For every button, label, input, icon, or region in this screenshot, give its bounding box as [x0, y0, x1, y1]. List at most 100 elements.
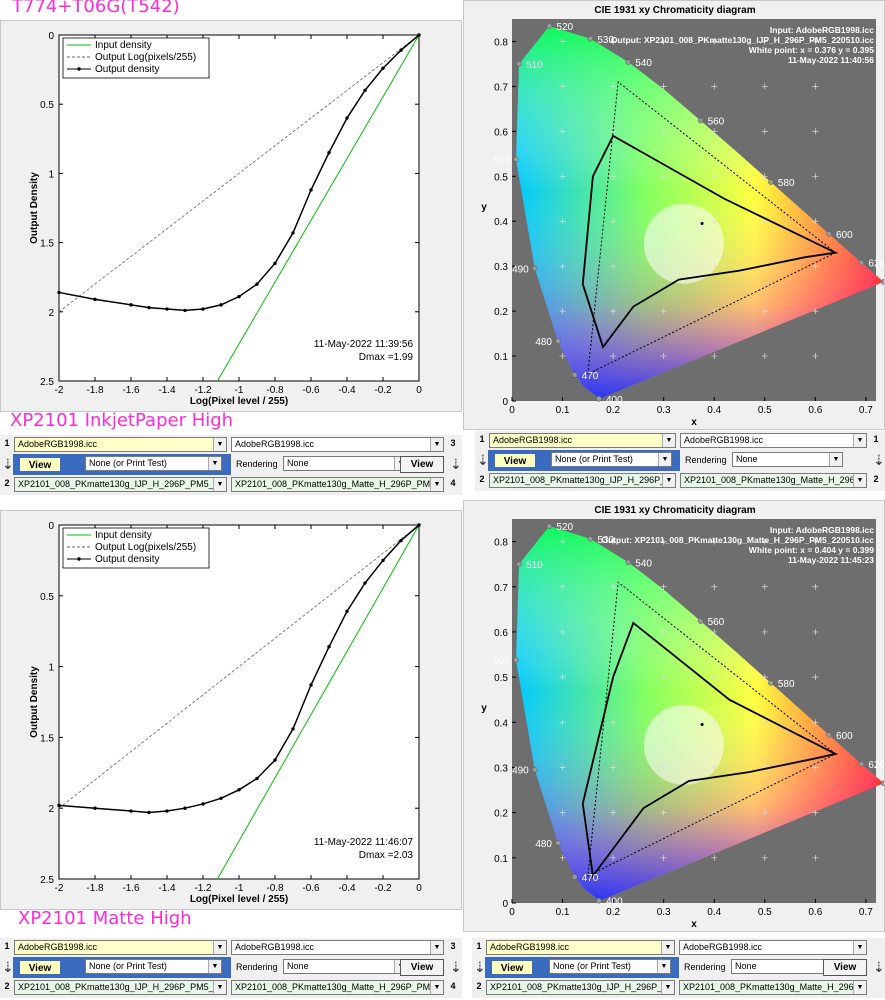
chevron-down-icon[interactable]: ▼ [208, 457, 221, 470]
printer-profile-2-select[interactable]: XP2101_008_PKmatte130g_Matte_H_296P_PM ▼ [679, 980, 867, 995]
output-density-point [327, 150, 331, 155]
chevron-down-icon[interactable]: ▼ [208, 960, 221, 973]
cie-info-text: Output: XP2101_008_PKmatte130g_IJP_H_296… [611, 35, 874, 45]
chevron-down-icon[interactable]: ▼ [661, 981, 674, 994]
chevron-down-icon[interactable]: ▼ [853, 941, 866, 954]
printer-profile-select[interactable]: XP2101_008_PKmatte130g_IJP_H_296P_PM5_ ▼ [486, 980, 675, 995]
chevron-down-icon[interactable]: ▼ [430, 478, 443, 491]
chevron-down-icon[interactable]: ▼ [658, 453, 671, 466]
chevron-down-icon[interactable]: ▼ [657, 960, 670, 973]
x-tick-label: 0.4 [707, 907, 721, 918]
dest-profile-select[interactable]: AdobeRGB1998.icc ▼ [680, 433, 867, 448]
dest-index: 1 [873, 434, 879, 444]
rendering-select[interactable]: None▼ [732, 452, 843, 467]
printer-profile-2-select[interactable]: XP2101_008_PKmatte130g_Matte_H_296P_PM ▼ [231, 477, 444, 492]
printer-index: 2 [479, 474, 485, 484]
chevron-down-icon[interactable]: ▼ [853, 434, 866, 447]
printer-index: 2 [4, 478, 10, 488]
output-density-point [309, 683, 313, 687]
wavelength-label: 530 [597, 35, 614, 46]
rendering-label: Rendering [236, 962, 278, 972]
output-density-point [57, 803, 61, 808]
rendering-select[interactable]: None▼ [283, 456, 408, 471]
chevron-down-icon[interactable]: ▼ [829, 453, 842, 466]
printer-profile-2-value: XP2101_008_PKmatte130g_Matte_H_296 [684, 475, 855, 485]
source-profile-select[interactable]: AdobeRGB1998.icc ▼ [486, 940, 675, 955]
output-density-point [147, 305, 151, 310]
view-button[interactable]: View [493, 452, 537, 469]
grid-mark [711, 128, 718, 135]
print-test-select[interactable]: None (or Print Test) ▼ [85, 959, 222, 974]
grid-mark [711, 583, 718, 590]
density-window-top: -2 -1.8 -1.6 -1.4 -1.2 -1 -0.8 -0.6 -0.4 -0.2 0 0 0.… [0, 20, 462, 412]
printer-profile-select[interactable]: XP2101_008_PKmatte130g_IJP_H_296P_PM5_ ▼ [489, 473, 676, 488]
grid-mark [660, 218, 667, 225]
cie-title: CIE 1931 xy Chromaticity diagram [594, 5, 755, 16]
dest-profile-select[interactable]: AdobeRGB1998.icc ▼ [231, 940, 444, 955]
cie-info-text: Input: AdobeRGB1998.icc [770, 525, 874, 535]
print-test-select[interactable]: None (or Print Test) ▼ [549, 959, 671, 974]
view-dest-button[interactable]: View [823, 959, 867, 976]
printer-profile-select[interactable]: XP2101_008_PKmatte130g_IJP_H_296P_PM5_ ▼ [14, 477, 227, 492]
x-tick-label: -1 [235, 385, 244, 396]
wavelength-marker [546, 23, 553, 29]
printer-profile-2-select[interactable]: XP2101_008_PKmatte130g_Matte_H_296P_PM ▼ [231, 980, 444, 995]
dest-profile-select[interactable]: AdobeRGB1998.icc ▼ [231, 437, 444, 452]
y-tick-label: 2.5 [40, 875, 54, 886]
grid-mark [711, 218, 718, 225]
chevron-down-icon[interactable]: ▼ [213, 981, 226, 994]
chevron-down-icon[interactable]: ▼ [430, 981, 443, 994]
chevron-down-icon[interactable]: ▼ [430, 438, 443, 451]
y-tick-label: 0.4 [494, 217, 508, 228]
source-profile-select[interactable]: AdobeRGB1998.icc ▼ [14, 940, 227, 955]
y-tick-label: 1.5 [40, 733, 54, 744]
x-tick-label: 0.3 [657, 907, 671, 918]
output-density-point [165, 307, 169, 311]
chevron-down-icon[interactable]: ▼ [213, 478, 226, 491]
wavelength-marker [625, 59, 632, 65]
printer-profile-value: XP2101_008_PKmatte130g_IJP_H_296P_PM5_ [18, 479, 214, 489]
print-test-select[interactable]: None (or Print Test) ▼ [551, 452, 672, 467]
grid-mark [660, 173, 667, 180]
chevron-down-icon[interactable]: ▼ [213, 438, 226, 451]
x-tick-label: 0 [509, 907, 515, 918]
chevron-down-icon[interactable]: ▼ [662, 474, 675, 487]
chevron-down-icon[interactable]: ▼ [853, 981, 866, 994]
view-dest-button[interactable]: View [400, 456, 444, 473]
wavelength-label: 520 [556, 522, 573, 533]
source-profile-value: AdobeRGB1998.icc [18, 942, 98, 952]
cie-window-top: CIE 1931 xy Chromaticity diagram 0 0.1 0.2 0… [463, 0, 885, 430]
source-profile-select[interactable]: AdobeRGB1998.icc ▼ [489, 433, 676, 448]
dest-profile-select[interactable]: AdobeRGB1998.icc ▼ [679, 940, 867, 955]
chevron-down-icon[interactable]: ▼ [661, 941, 674, 954]
grid-mark [610, 583, 617, 590]
output-density-point [183, 308, 187, 313]
x-tick-label: -0.6 [302, 385, 320, 396]
rendering-select[interactable]: None▼ [283, 959, 408, 974]
view-button[interactable]: View [18, 456, 62, 473]
wavelength-label: 500 [493, 155, 510, 166]
grid-mark [559, 583, 566, 590]
wavelength-label: 500 [493, 656, 510, 667]
x-axis-label: x [691, 919, 697, 930]
chevron-down-icon[interactable]: ▼ [662, 434, 675, 447]
arrow-down-icon: ⇣ [477, 452, 489, 468]
profile-control-bar: 1 AdobeRGB1998.icc ▼ AdobeRGB1998.icc ▼ 3 … [0, 435, 462, 495]
printer-profile-value: XP2101_008_PKmatte130g_IJP_H_296P_PM5_ [18, 982, 214, 992]
printer-profile-2-select[interactable]: XP2101_008_PKmatte130g_Matte_H_296 ▼ [680, 473, 867, 488]
view-button[interactable]: View [18, 959, 62, 976]
wavelength-marker [826, 732, 832, 738]
view-dest-button[interactable]: View [400, 959, 444, 976]
grid-mark [559, 854, 566, 861]
x-tick-label: 0 [416, 385, 422, 396]
source-profile-select[interactable]: AdobeRGB1998.icc ▼ [14, 437, 227, 452]
view-button[interactable]: View [490, 959, 534, 976]
printer-profile-select[interactable]: XP2101_008_PKmatte130g_IJP_H_296P_PM5_ ▼ [14, 980, 227, 995]
matte-label: XP2101 Matte High [18, 908, 192, 929]
print-test-select[interactable]: None (or Print Test) ▼ [85, 456, 222, 471]
chevron-down-icon[interactable]: ▼ [213, 941, 226, 954]
output-density-point [417, 33, 421, 37]
chevron-down-icon[interactable]: ▼ [853, 474, 866, 487]
chevron-down-icon[interactable]: ▼ [430, 941, 443, 954]
grid-mark [559, 764, 566, 771]
